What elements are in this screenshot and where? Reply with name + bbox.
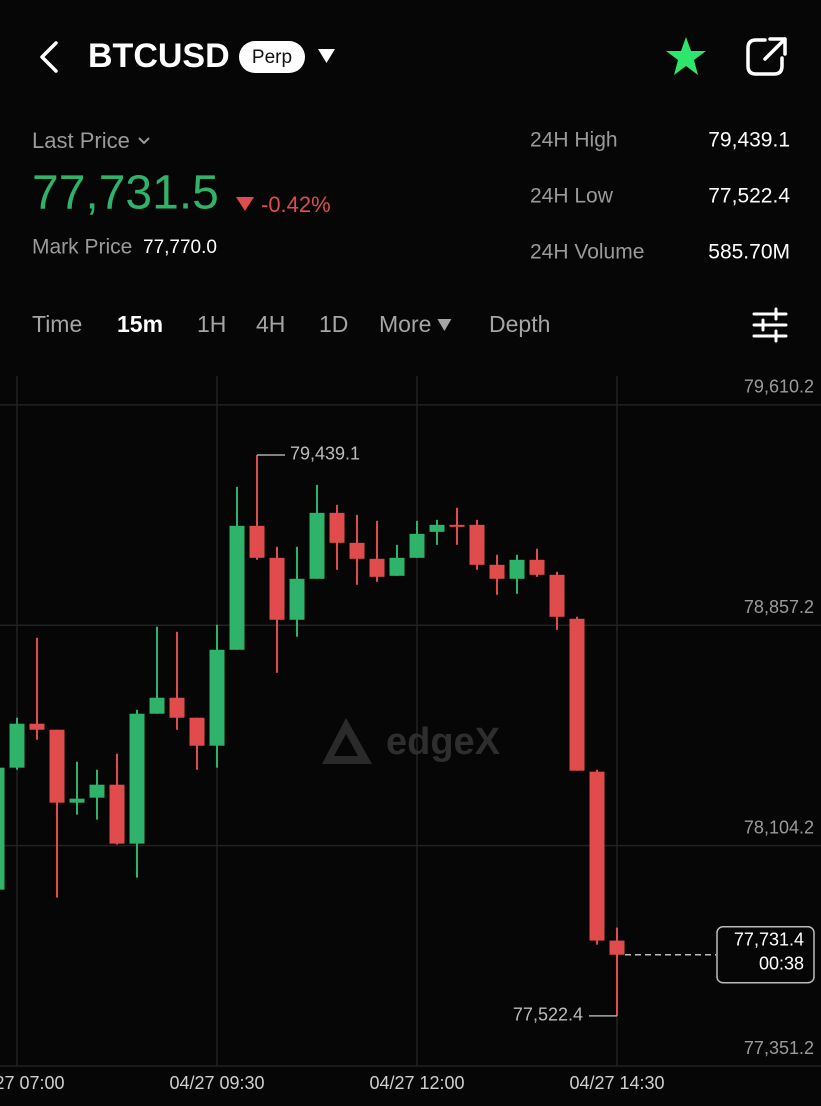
- last-price-box: [716, 925, 815, 984]
- candle-body: [529, 559, 545, 575]
- stat-value: 77,522.4: [708, 185, 790, 208]
- last-price-tag: 77,731.4: [734, 929, 804, 949]
- candle-body: [109, 784, 125, 844]
- badge-bg: [239, 41, 305, 73]
- candle-body: [209, 649, 225, 746]
- stat-label: 24H Low: [530, 185, 614, 208]
- candle-body: [69, 798, 85, 803]
- candle-body: [9, 723, 25, 768]
- candle-body: [369, 558, 385, 577]
- last-price-caret: [138, 137, 150, 145]
- candle-body: [449, 524, 465, 527]
- candle-body: [269, 557, 285, 620]
- candle-body: [389, 557, 405, 576]
- candle-body: [409, 533, 425, 558]
- candle-body: [169, 697, 185, 718]
- y-tick-label: 79,610.2: [744, 377, 814, 397]
- chart-settings[interactable]: [752, 307, 788, 343]
- candle-body: [489, 564, 505, 579]
- candle-body: [309, 512, 325, 579]
- y-tick-label: 77,351.2: [744, 1038, 814, 1058]
- change-arrow: [236, 197, 254, 211]
- x-tick-label: 04/27 12:00: [369, 1073, 464, 1093]
- candle-body: [589, 771, 605, 941]
- stat-label: 24H Volume: [530, 241, 644, 264]
- last-price: 77,731.5: [32, 167, 219, 220]
- stat-label: 24H High: [530, 129, 618, 152]
- candle-body: [229, 525, 245, 650]
- favorite-star[interactable]: [666, 37, 706, 75]
- candle-body: [569, 618, 585, 771]
- badge: Perp: [252, 47, 292, 68]
- candle-body: [149, 697, 165, 714]
- x-tick-label: 04/27 07:00: [0, 1073, 65, 1093]
- interval-tab[interactable]: More: [379, 311, 431, 337]
- interval-tab[interactable]: Depth: [489, 311, 550, 337]
- last-price-label[interactable]: Last Price: [32, 128, 130, 153]
- candle-body: [549, 574, 565, 617]
- symbol[interactable]: BTCUSD: [88, 37, 230, 75]
- y-tick-label: 78,857.2: [744, 597, 814, 617]
- x-tick-label: 04/27 09:30: [169, 1073, 264, 1093]
- candle-body: [49, 729, 65, 803]
- more-caret: [437, 319, 452, 331]
- interval-tab[interactable]: 1H: [197, 311, 226, 337]
- candle-body: [189, 717, 205, 746]
- watermark-logo: [322, 718, 372, 764]
- watermark: edgeX: [386, 721, 501, 763]
- candle-body: [609, 940, 625, 955]
- candle-body: [329, 512, 345, 543]
- candle-body: [509, 559, 525, 579]
- candle-body: [289, 578, 305, 620]
- y-tick-label: 78,104.2: [744, 817, 814, 837]
- stat-value: 79,439.1: [708, 129, 790, 152]
- mark-price: 77,770.0: [143, 237, 217, 258]
- share-button[interactable]: [746, 37, 787, 76]
- interval-tab[interactable]: 4H: [256, 311, 285, 337]
- interval-tab[interactable]: 1D: [319, 311, 348, 337]
- stat-value: 585.70M: [708, 241, 790, 264]
- high-marker-label: 79,439.1: [290, 444, 360, 464]
- low-marker-label: 77,522.4: [513, 1005, 583, 1025]
- interval-tab[interactable]: Time: [32, 311, 82, 337]
- countdown: 00:38: [759, 953, 804, 973]
- candle-body: [349, 542, 365, 559]
- candle-body: [249, 525, 265, 558]
- back-button[interactable]: [40, 41, 58, 73]
- candle-body: [129, 713, 145, 844]
- candle-body: [429, 524, 445, 532]
- price-change: -0.42%: [261, 192, 331, 217]
- candle-body: [0, 767, 5, 890]
- candle-body: [469, 524, 485, 565]
- mark-price-label: Mark Price: [32, 236, 132, 259]
- symbol-dropdown[interactable]: [318, 49, 335, 63]
- candle-body: [29, 723, 45, 730]
- candle-body: [89, 784, 105, 798]
- chart: 77,351.2 78,104.2 78,857.2 79,610.2 04/27 07…: [0, 376, 821, 1093]
- x-tick-label: 04/27 14:30: [569, 1073, 664, 1093]
- interval-tab[interactable]: 15m: [117, 311, 163, 337]
